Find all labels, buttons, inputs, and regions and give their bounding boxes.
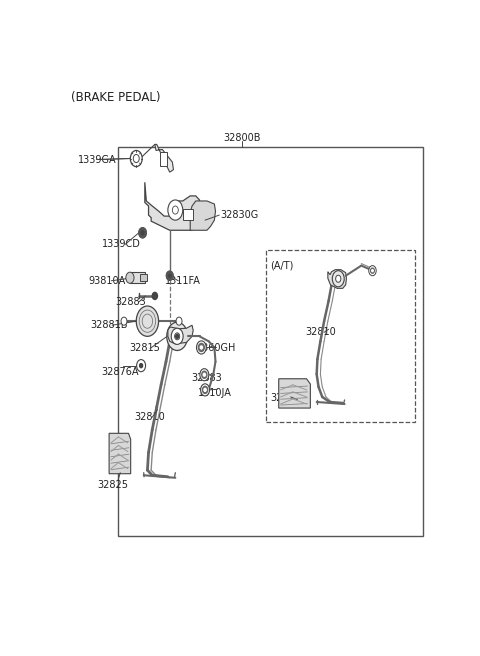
Circle shape	[130, 150, 142, 167]
Text: 1360GH: 1360GH	[197, 344, 236, 354]
Bar	[130, 272, 145, 283]
Text: 93810A: 93810A	[88, 276, 125, 286]
Text: 32881B: 32881B	[91, 320, 128, 330]
Circle shape	[204, 388, 206, 392]
Text: 32883: 32883	[115, 297, 146, 307]
Circle shape	[175, 333, 180, 340]
Polygon shape	[190, 201, 216, 230]
Text: 32830G: 32830G	[220, 210, 258, 220]
Text: 32810: 32810	[134, 412, 165, 422]
Circle shape	[371, 268, 374, 273]
Text: 32883: 32883	[191, 373, 222, 382]
Text: 32815: 32815	[129, 344, 160, 354]
Circle shape	[152, 293, 157, 299]
Circle shape	[121, 317, 127, 325]
Text: 32876A: 32876A	[101, 367, 138, 377]
Circle shape	[176, 335, 179, 338]
Circle shape	[167, 322, 188, 350]
Circle shape	[133, 154, 139, 163]
Circle shape	[196, 341, 206, 354]
Circle shape	[167, 271, 173, 280]
Circle shape	[200, 346, 203, 349]
Polygon shape	[328, 270, 347, 289]
Polygon shape	[109, 434, 131, 474]
Circle shape	[176, 317, 182, 325]
Circle shape	[137, 359, 145, 372]
Text: 1310JA: 1310JA	[198, 388, 231, 398]
Circle shape	[139, 228, 146, 238]
Circle shape	[372, 270, 373, 272]
Circle shape	[202, 371, 207, 379]
Text: 1339CD: 1339CD	[102, 239, 141, 249]
Circle shape	[332, 271, 344, 287]
Polygon shape	[155, 144, 173, 172]
Circle shape	[171, 328, 183, 344]
Bar	[140, 274, 147, 281]
Circle shape	[168, 200, 183, 220]
Bar	[266, 251, 415, 422]
Text: 32825: 32825	[97, 480, 128, 490]
Circle shape	[198, 343, 204, 352]
Text: (BRAKE PEDAL): (BRAKE PEDAL)	[71, 91, 161, 104]
Circle shape	[369, 266, 376, 276]
Text: 32810: 32810	[305, 327, 336, 337]
Circle shape	[201, 384, 210, 396]
Text: 1311FA: 1311FA	[165, 276, 201, 286]
Text: 32800B: 32800B	[224, 133, 261, 143]
Circle shape	[136, 306, 158, 337]
Circle shape	[139, 228, 146, 238]
Polygon shape	[168, 325, 193, 344]
Circle shape	[336, 276, 341, 282]
Circle shape	[172, 206, 178, 214]
Text: (A/T): (A/T)	[270, 260, 294, 271]
Circle shape	[126, 272, 134, 283]
Text: 32825A: 32825A	[270, 393, 308, 403]
Circle shape	[203, 386, 208, 394]
Circle shape	[140, 363, 143, 367]
Bar	[160, 152, 167, 165]
Circle shape	[168, 274, 171, 277]
Circle shape	[200, 369, 209, 380]
Bar	[118, 147, 423, 536]
Polygon shape	[145, 182, 200, 230]
Bar	[183, 209, 193, 220]
Circle shape	[141, 231, 144, 235]
Circle shape	[167, 271, 173, 280]
Text: 1339GA: 1339GA	[78, 155, 117, 165]
Polygon shape	[279, 379, 311, 408]
Circle shape	[203, 373, 205, 377]
